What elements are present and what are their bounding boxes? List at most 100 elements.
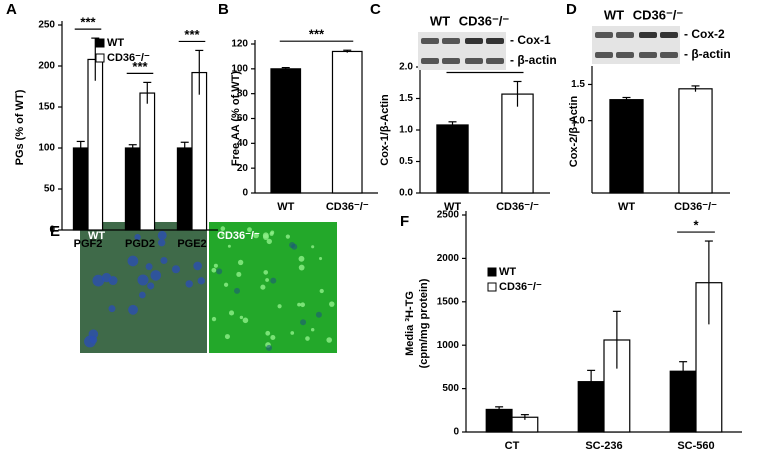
nucleus [137, 274, 149, 286]
y-axis-label: Cox-1/β-Actin [379, 94, 391, 166]
y-tick-label: 0.5 [399, 156, 413, 167]
micrograph-cd36 [209, 222, 337, 353]
x-tick-label: PGD2 [125, 238, 155, 250]
green-spot [213, 263, 218, 268]
y-tick-label: 1.0 [399, 125, 413, 136]
green-spot [253, 232, 259, 239]
green-spot [319, 288, 324, 294]
bar [270, 68, 302, 194]
green-spot [297, 302, 301, 307]
green-spot [319, 256, 323, 261]
nucleus [92, 274, 105, 287]
y-tick-label: 100 [231, 63, 248, 74]
x-tick-label: WT [277, 201, 294, 213]
nucleus [300, 319, 307, 326]
y-tick-label: 80 [237, 88, 249, 99]
bar [501, 93, 534, 194]
error-bar [691, 85, 700, 92]
x-tick-label: SC-236 [585, 440, 622, 451]
nucleus [128, 304, 139, 315]
y-tick-label: 1.0 [571, 115, 585, 126]
green-spot [326, 337, 332, 343]
error-bar [195, 49, 204, 95]
error-bar [343, 49, 352, 53]
green-spot [310, 327, 315, 332]
nucleus [291, 243, 298, 250]
error-bar [587, 369, 596, 393]
error-bar [520, 414, 529, 420]
significance-label: *** [132, 59, 148, 74]
nucleus [145, 263, 153, 271]
legend-label: WT [107, 37, 124, 49]
micrograph-wt [80, 222, 207, 353]
blot-band [421, 38, 439, 44]
y-tick-label: 0 [242, 188, 248, 199]
bar [72, 147, 89, 231]
nucleus [101, 272, 112, 283]
nucleus [185, 280, 193, 288]
green-spot [277, 304, 282, 309]
y-tick-label: 60 [237, 113, 249, 124]
bar [669, 370, 697, 433]
blot-band-label: - β-actin [684, 47, 731, 61]
image-label: CD36⁻/⁻ [217, 230, 260, 242]
green-spot [300, 302, 306, 308]
green-spot [262, 232, 269, 239]
blot-band [465, 38, 483, 44]
nucleus [197, 277, 205, 285]
y-tick-label: 500 [442, 383, 459, 394]
legend-label: CD36⁻/⁻ [107, 52, 150, 64]
blot-band [660, 52, 678, 58]
nucleus [266, 344, 273, 351]
blot-band-label: - Cox-2 [684, 27, 725, 41]
green-spot [266, 238, 272, 245]
blot-image [592, 26, 680, 64]
x-tick-label: PGE2 [177, 238, 206, 250]
green-spot [220, 226, 226, 231]
green-spot [298, 255, 305, 262]
error-bar [679, 361, 688, 381]
significance-label: *** [80, 15, 96, 30]
y-tick-label: 2.0 [399, 62, 413, 73]
bar [331, 50, 363, 194]
error-bar [143, 81, 152, 104]
error-bar [704, 240, 713, 325]
significance-label: *** [309, 27, 325, 42]
y-tick-label: 40 [237, 138, 249, 149]
panel-letter: F [400, 213, 409, 230]
y-tick-label: 0 [453, 427, 459, 438]
green-spot [260, 284, 266, 290]
y-tick-label: 20 [237, 163, 249, 174]
blot-band [660, 32, 678, 38]
y-tick-label: 100 [38, 143, 55, 154]
green-spot [247, 227, 252, 233]
y-axis-label: (cpm/mg protein) [418, 278, 430, 368]
blot-band [486, 38, 504, 44]
y-tick-label: 200 [38, 61, 55, 72]
error-bar [128, 144, 137, 152]
green-spot [224, 334, 230, 340]
x-tick-label: CD36⁻/⁻ [496, 201, 539, 213]
panel-letter: D [566, 1, 577, 18]
y-tick-label: 50 [44, 184, 56, 195]
green-spot [237, 259, 244, 266]
x-tick-label: WT [618, 201, 635, 213]
blot-image [418, 32, 506, 70]
blot-band [616, 52, 634, 58]
blot-band [595, 32, 613, 38]
panel-letter: B [218, 1, 229, 18]
legend-swatch [95, 38, 105, 48]
blot-band-label: - Cox-1 [510, 33, 551, 47]
bar [139, 92, 156, 231]
nucleus [234, 287, 241, 294]
bar [124, 147, 141, 231]
y-tick-label: 150 [38, 102, 55, 113]
green-spot [211, 267, 217, 273]
green-spot [239, 315, 244, 320]
x-tick-label: CD36⁻/⁻ [326, 201, 369, 213]
error-bar [513, 80, 522, 107]
nucleus [160, 257, 168, 265]
y-tick-label: 0 [49, 225, 55, 236]
error-bar [76, 140, 85, 155]
